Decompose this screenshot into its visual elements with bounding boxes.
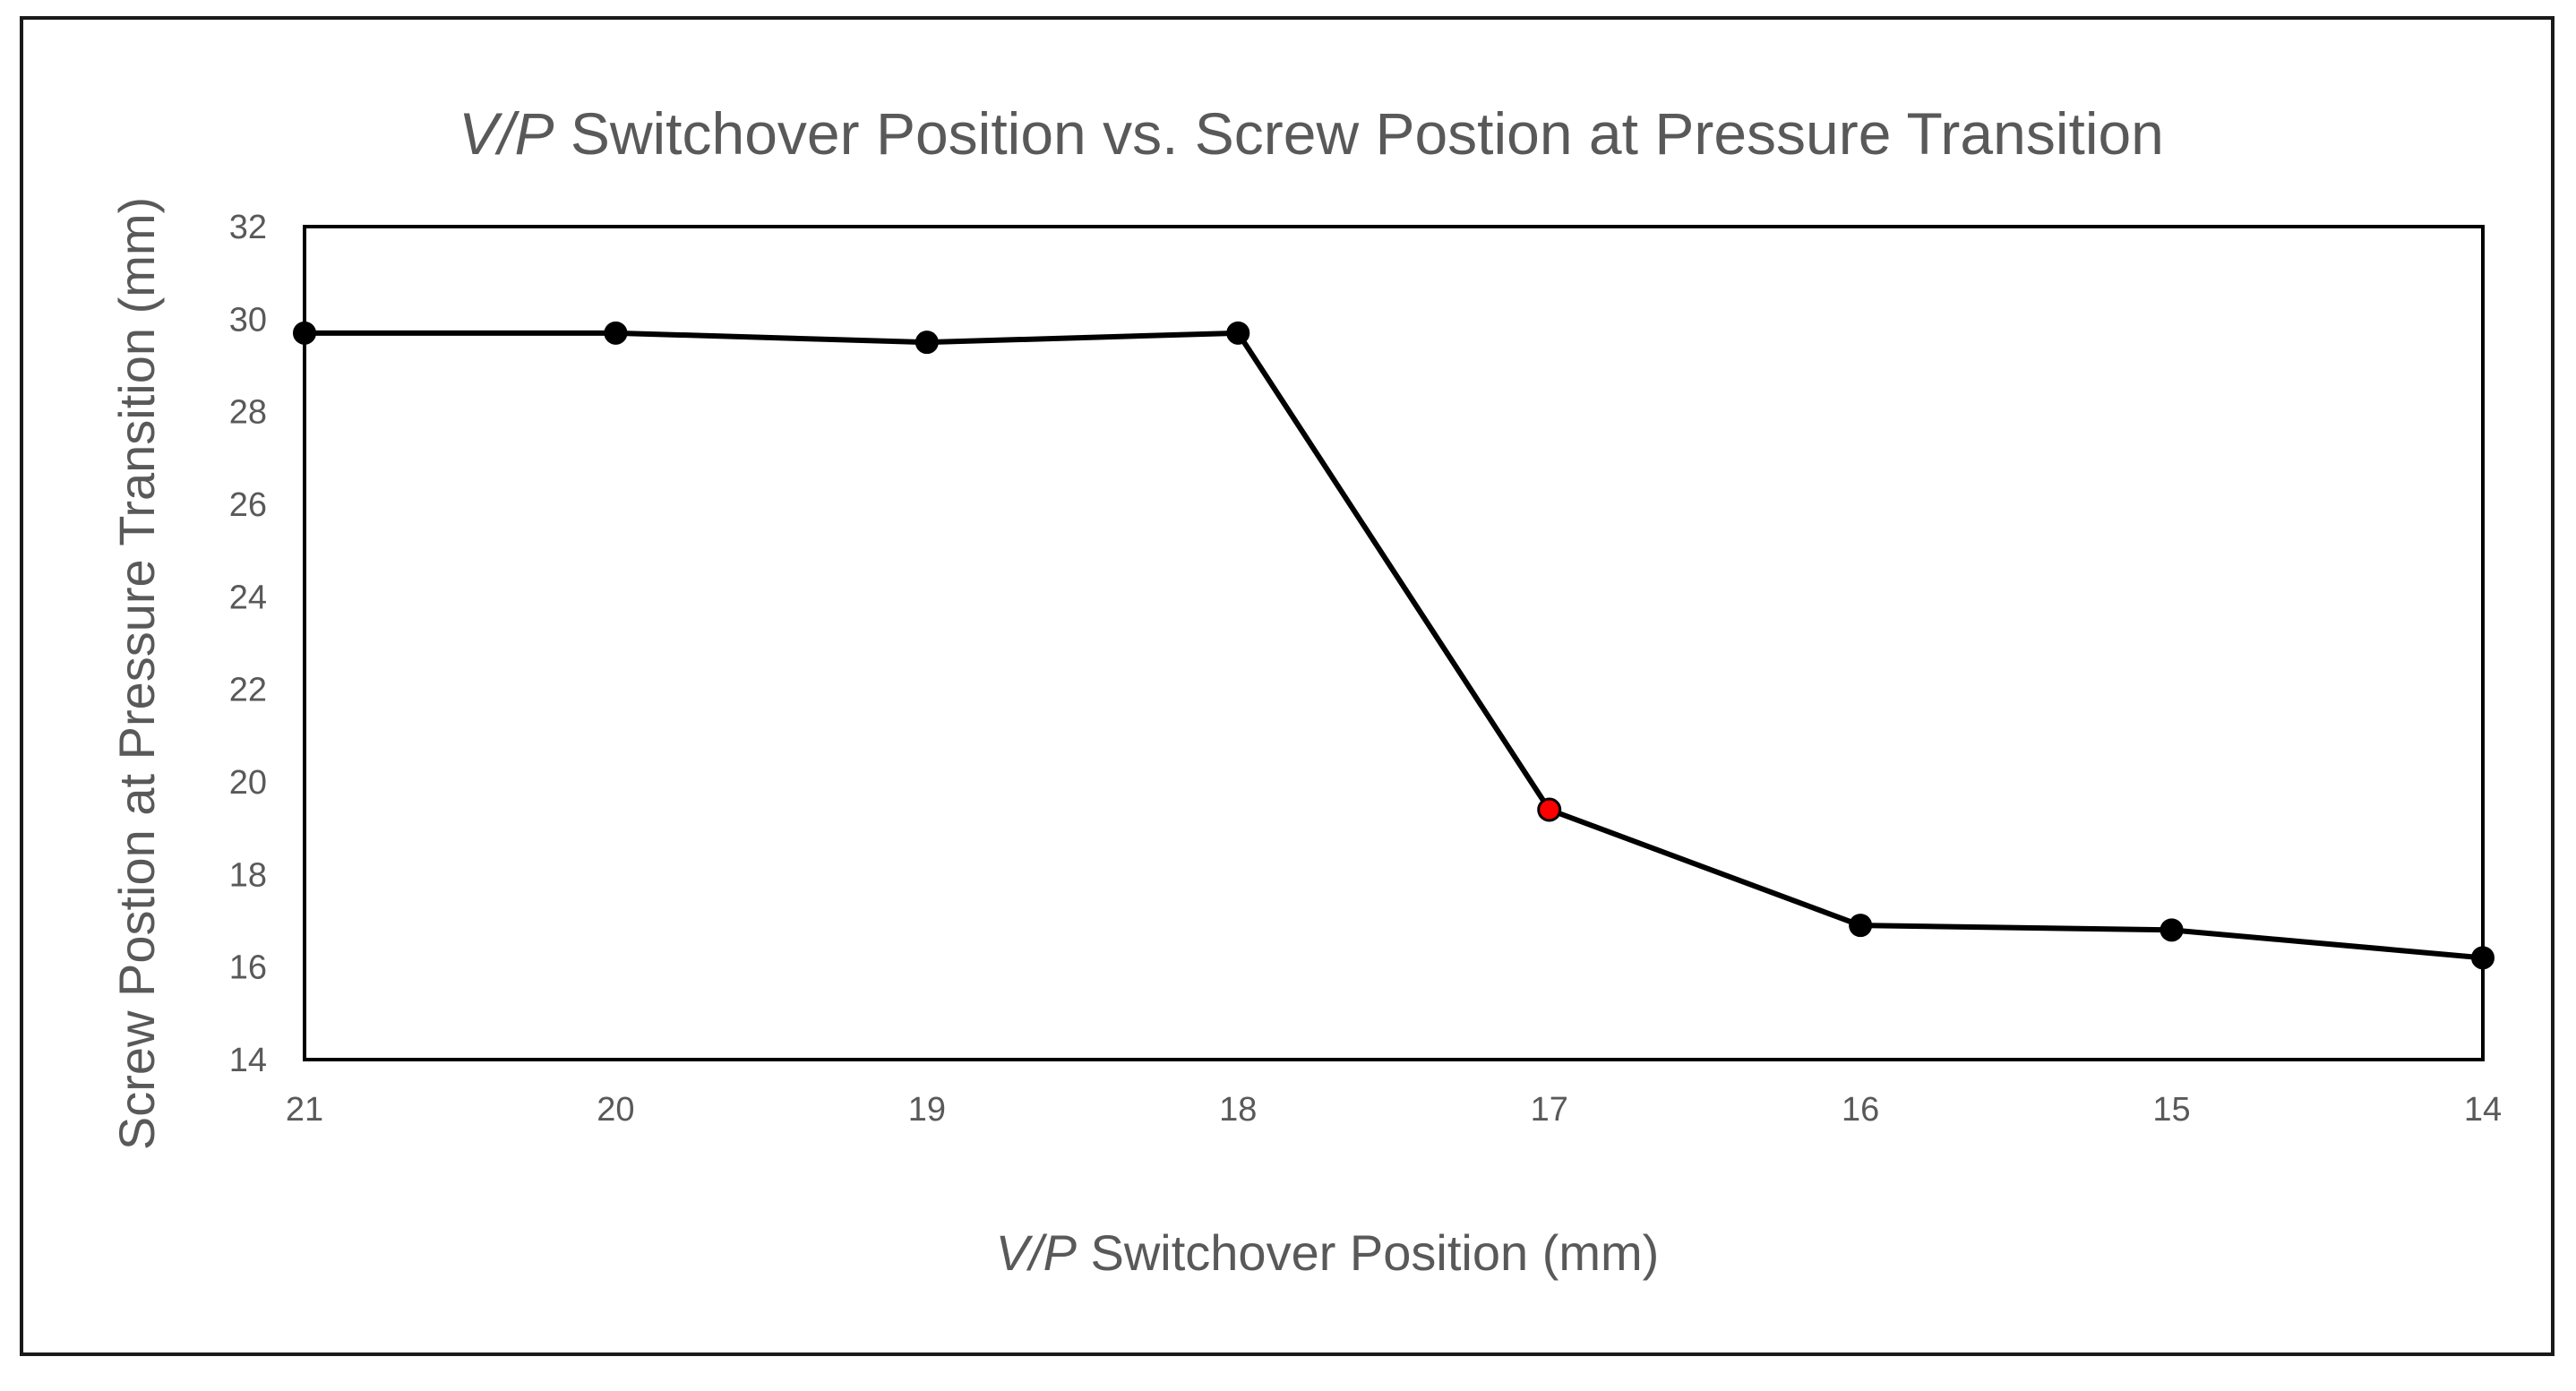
data-point bbox=[293, 321, 316, 345]
series-lines bbox=[302, 330, 2486, 961]
y-tick-label: 22 bbox=[229, 672, 267, 709]
data-point bbox=[914, 331, 939, 355]
x-tick-label: 20 bbox=[597, 1091, 634, 1129]
data-point bbox=[2160, 918, 2184, 942]
x-tick-label: 21 bbox=[286, 1091, 323, 1129]
x-axis-label: V/P Switchover Position (mm) bbox=[996, 1224, 1660, 1281]
y-tick-labels: 14 16 18 20 22 24 26 28 30 32 bbox=[229, 209, 267, 1079]
y-tick-label: 26 bbox=[229, 486, 267, 524]
series-line-segment bbox=[613, 330, 930, 346]
series-line-segment bbox=[1546, 807, 1864, 929]
data-point bbox=[2471, 946, 2494, 970]
series-line-segment bbox=[1235, 330, 1552, 812]
series-markers bbox=[293, 321, 2494, 970]
y-tick-label: 16 bbox=[229, 949, 267, 987]
x-tick-label: 18 bbox=[1219, 1091, 1257, 1129]
x-tick-labels: 21 20 19 18 17 16 15 14 bbox=[286, 1091, 2502, 1129]
y-tick-label: 28 bbox=[229, 394, 267, 432]
y-tick-label: 32 bbox=[229, 209, 267, 246]
y-axis-label: Screw Postion at Pressure Transition (mm… bbox=[108, 197, 165, 1150]
data-point bbox=[1849, 914, 1873, 938]
series-line-segment bbox=[2168, 927, 2486, 961]
data-point bbox=[604, 321, 628, 345]
x-tick-label: 17 bbox=[1531, 1091, 1568, 1129]
x-tick-label: 15 bbox=[2152, 1091, 2190, 1129]
data-point-highlight bbox=[1537, 797, 1562, 822]
y-tick-label: 18 bbox=[229, 856, 267, 894]
chart-frame bbox=[20, 16, 2555, 1356]
x-tick-label: 16 bbox=[1842, 1091, 1879, 1129]
plot-area bbox=[303, 225, 2485, 1061]
y-tick-label: 30 bbox=[229, 301, 267, 339]
y-tick-label: 24 bbox=[229, 579, 267, 616]
chart-title: V/P Switchover Position vs. Screw Postio… bbox=[459, 100, 2164, 167]
series-line-segment bbox=[1858, 923, 2175, 933]
x-tick-label: 19 bbox=[908, 1091, 946, 1129]
data-point bbox=[1226, 321, 1250, 345]
y-tick-label: 14 bbox=[229, 1042, 267, 1079]
y-tick-label: 20 bbox=[229, 764, 267, 802]
x-tick-label: 14 bbox=[2464, 1091, 2502, 1129]
series-line-segment bbox=[923, 330, 1241, 346]
